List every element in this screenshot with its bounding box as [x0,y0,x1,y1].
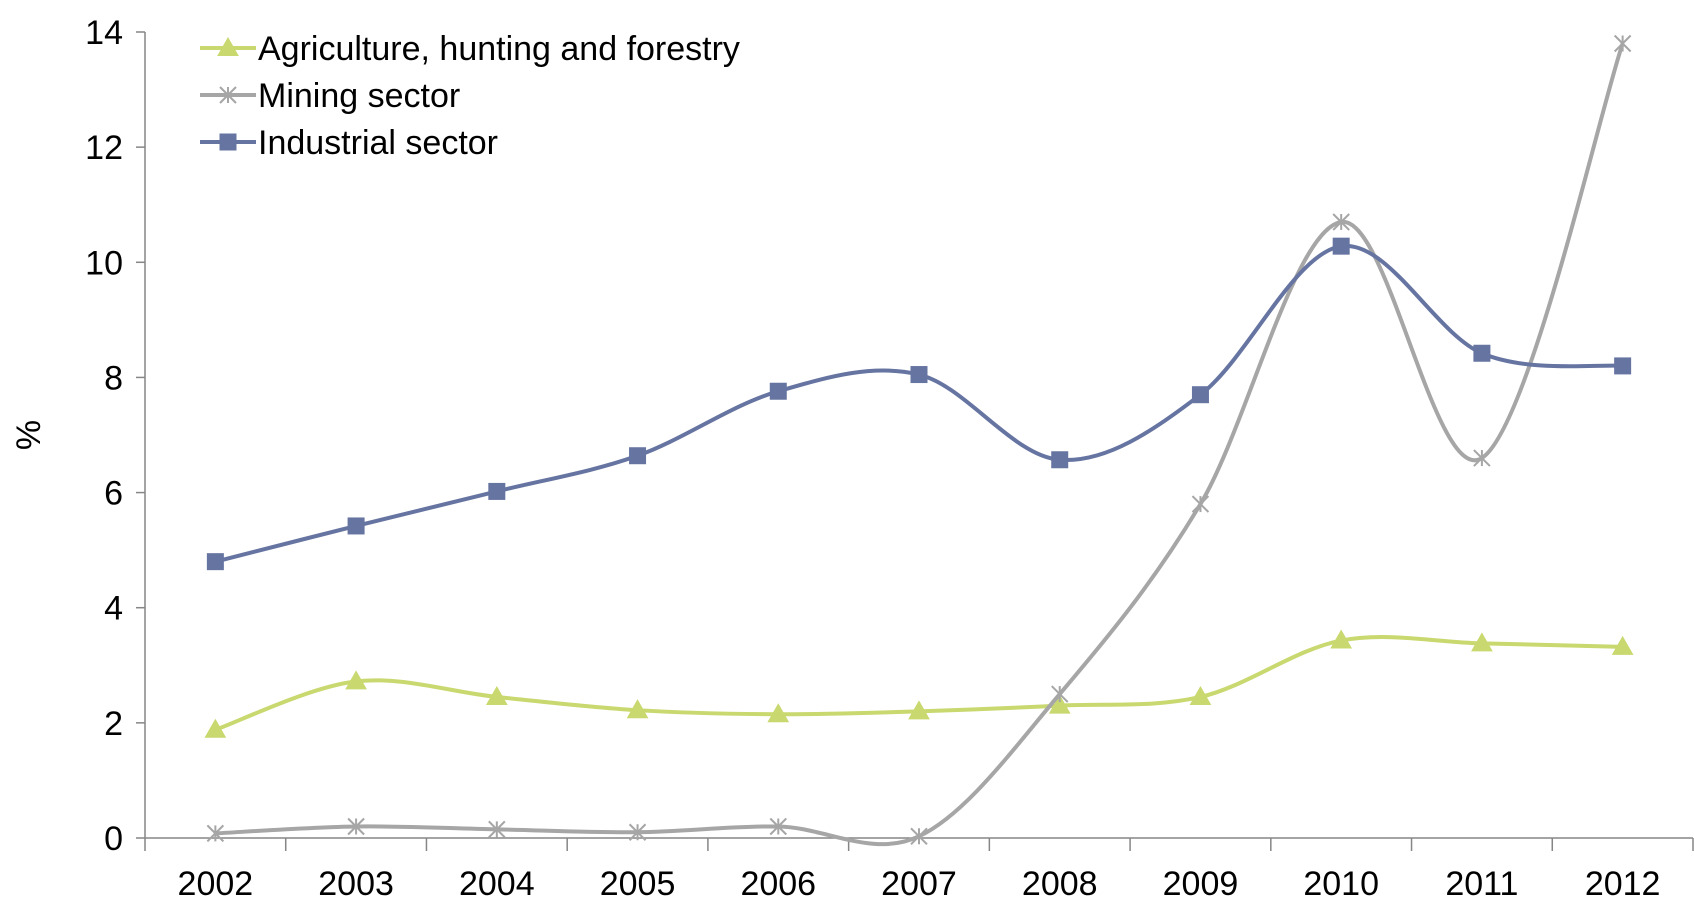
data-point [1048,694,1071,714]
legend-item: Industrial sector [200,124,498,162]
series-layer [204,34,1634,847]
series-line [214,244,1623,564]
y-tick-label: 6 [104,475,123,513]
data-point [629,447,647,465]
data-point [206,553,224,571]
legend-label: Mining sector [258,77,460,115]
x-tick-label: 2003 [318,865,394,903]
data-point [1051,685,1069,703]
y-tick-label: 10 [85,244,123,282]
y-tick-label: 4 [104,590,123,628]
data-point [1189,685,1212,705]
data-point [769,382,787,400]
data-point [204,718,227,738]
data-point [908,700,930,720]
data-point [345,670,367,690]
legend: Agriculture, hunting and forestry Mining … [200,30,740,162]
axes: 0 2 4 6 8 10 12 14 2002 2003 2004 2005 2006 2007 2008 2… [85,14,1694,903]
data-point [628,823,647,841]
data-point [1613,34,1632,53]
x-tick-label: 2002 [178,865,254,903]
series-asterisk [206,34,1632,847]
y-tick-label: 0 [104,820,123,858]
data-point [767,703,790,723]
x-tick-label: 2012 [1585,865,1661,903]
x-tick-label: 2007 [881,865,957,903]
data-point [1051,451,1069,469]
y-tick-label: 14 [85,14,123,52]
y-tick-label: 2 [104,705,123,743]
data-point [488,820,506,839]
legend-marker [219,133,237,151]
data-point [626,699,649,719]
data-point [1330,629,1353,649]
x-tick-label: 2011 [1445,865,1518,903]
data-point [485,685,508,705]
data-point [910,366,928,384]
data-point [1332,237,1350,255]
legend-item: Mining sector [200,77,460,115]
y-axis-title: % [10,420,48,450]
x-tick-label: 2010 [1303,865,1379,903]
data-point [347,817,365,836]
data-point [488,482,506,500]
x-tick-label: 2006 [740,865,816,903]
data-point [1473,449,1491,467]
x-tick-label: 2009 [1163,865,1239,903]
data-point [1191,495,1210,513]
data-point [1473,344,1491,362]
data-point [347,517,365,535]
data-point [206,824,225,843]
y-tick-label: 8 [104,359,123,397]
legend-marker [217,36,239,56]
x-tick-label: 2005 [600,865,676,903]
x-tick-label: 2008 [1022,865,1098,903]
data-point [1614,357,1632,375]
data-point [1611,635,1634,655]
series-square [206,237,1632,571]
series-triangle [204,629,1634,738]
y-tick-label: 12 [85,129,123,167]
data-point [910,827,928,845]
legend-item: Agriculture, hunting and forestry [200,30,740,68]
legend-label: Agriculture, hunting and forestry [258,30,740,68]
series-line [215,42,1625,847]
legend-label: Industrial sector [258,124,498,162]
legend-marker [219,86,237,104]
data-point [1191,386,1209,404]
data-point [1332,213,1350,231]
data-point [769,817,787,836]
x-tick-label: 2004 [459,865,535,903]
data-point [1471,632,1493,652]
